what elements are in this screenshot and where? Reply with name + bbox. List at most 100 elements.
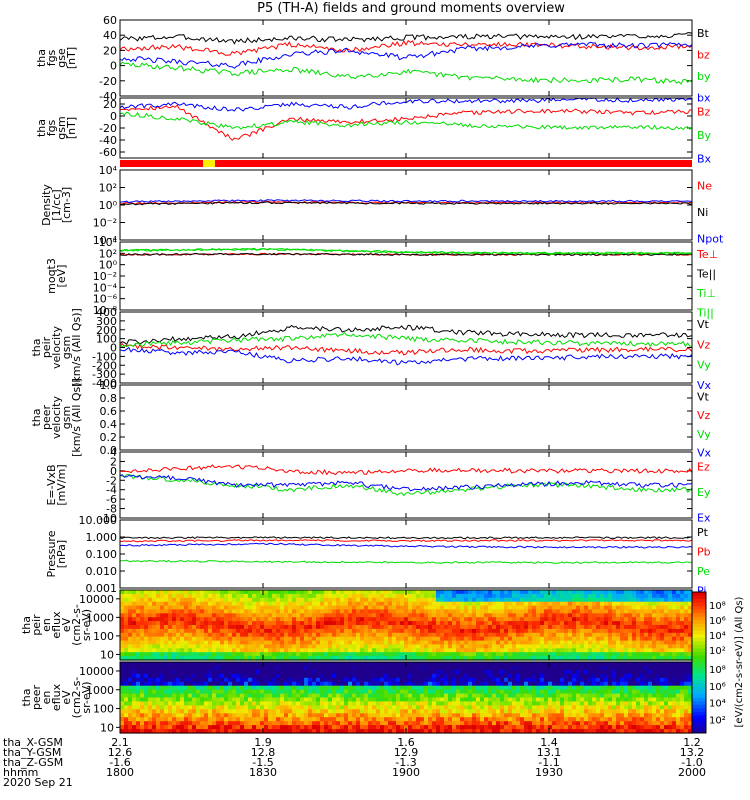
spectrogram-cell — [212, 590, 217, 595]
spectrogram-cell — [456, 652, 461, 657]
spectrogram-cell — [516, 590, 521, 595]
spectrogram-cell — [156, 613, 161, 618]
spectrogram-cell — [168, 725, 173, 730]
spectrogram-cell — [120, 628, 125, 634]
spectrogram-cell — [444, 601, 449, 607]
spectrogram-cell — [260, 665, 265, 671]
spectrogram-cell — [176, 644, 181, 649]
spectrogram-cell — [132, 605, 137, 611]
spectrogram-cell — [240, 656, 245, 661]
spectrogram-cell — [356, 597, 361, 603]
spectrogram-cell — [436, 705, 441, 710]
spectrogram-cell — [616, 605, 621, 611]
spectrogram-cell — [420, 628, 425, 634]
spectrogram-cell — [292, 705, 297, 710]
spectrogram-cell — [424, 652, 429, 657]
spectrogram-cell — [260, 613, 265, 618]
spectrogram-cell — [388, 685, 393, 691]
series-line-ey — [120, 473, 693, 497]
spectrogram-cell — [148, 609, 153, 614]
spectrogram-cell — [144, 669, 149, 675]
spectrogram-cell — [508, 593, 513, 599]
spectrogram-cell — [492, 673, 497, 679]
spectrogram-cell — [184, 662, 189, 667]
spectrogram-cell — [584, 636, 589, 642]
spectrogram-cell — [484, 685, 489, 691]
spectrogram-cell — [248, 669, 253, 675]
spectrogram-cell — [216, 681, 221, 687]
spectrogram-cell — [196, 673, 201, 679]
spectrogram-cell — [324, 721, 329, 726]
spectrogram-cell — [528, 713, 533, 718]
spectrogram-cell — [444, 628, 449, 634]
spectrogram-cell — [688, 632, 693, 638]
spectrogram-cell — [160, 689, 165, 695]
spectrogram-cell — [164, 644, 169, 649]
spectrogram-cell — [200, 590, 205, 595]
spectrogram-cell — [336, 644, 341, 649]
spectrogram-cell — [544, 628, 549, 634]
spectrogram-cell — [480, 665, 485, 671]
spectrogram-cell — [136, 625, 141, 630]
spectrogram-cell — [552, 701, 557, 706]
spectrogram-cell — [548, 677, 553, 683]
spectrogram-cell — [520, 673, 525, 679]
spectrogram-cell — [148, 644, 153, 649]
spectrogram-cell — [320, 677, 325, 683]
spectrogram-cell — [276, 713, 281, 718]
spectrogram-cell — [148, 729, 153, 734]
spectrogram-cell — [228, 689, 233, 695]
spectrogram-cell — [448, 701, 453, 706]
spectrogram-cell — [540, 597, 545, 603]
spectrogram-cell — [556, 621, 561, 626]
spectrogram-cell — [532, 640, 537, 646]
spectrogram-cell — [256, 632, 261, 638]
spectrogram-cell — [520, 593, 525, 599]
spectrogram-cell — [572, 628, 577, 634]
spectrogram-cell — [272, 609, 277, 614]
spectrogram-cell — [228, 648, 233, 653]
spectrogram-cell — [260, 597, 265, 603]
spectrogram-cell — [248, 685, 253, 691]
spectrogram-cell — [156, 605, 161, 611]
spectrogram-cell — [492, 705, 497, 710]
spectrogram-cell — [284, 721, 289, 726]
spectrogram-cell — [124, 613, 129, 618]
spectrogram-cell — [160, 701, 165, 706]
spectrogram-cell — [568, 673, 573, 679]
spectrogram-cell — [612, 652, 617, 657]
spectrogram-cell — [504, 725, 509, 730]
spectrogram-cell — [128, 693, 133, 699]
spectrogram-cell — [188, 613, 193, 618]
spectrogram-cell — [276, 721, 281, 726]
spectrogram-cell — [368, 689, 373, 695]
spectrogram-cell — [152, 652, 157, 657]
spectrogram-cell — [584, 705, 589, 710]
spectrogram-cell — [420, 605, 425, 611]
spectrogram-cell — [264, 617, 269, 622]
spectrogram-cell — [168, 669, 173, 675]
spectrogram-cell — [540, 713, 545, 718]
spectrogram-cell — [176, 640, 181, 646]
spectrogram-cell — [524, 636, 529, 642]
spectrogram-cell — [300, 729, 305, 734]
spectrogram-cell — [236, 713, 241, 718]
spectrogram-cell — [668, 644, 673, 649]
spectrogram-cell — [448, 705, 453, 710]
spectrogram-cell — [144, 685, 149, 691]
spectrogram-cell — [600, 617, 605, 622]
spectrogram-cell — [556, 701, 561, 706]
spectrogram-cell — [544, 593, 549, 599]
spectrogram-cell — [556, 697, 561, 702]
spectrogram-cell — [528, 717, 533, 722]
spectrogram-cell — [416, 721, 421, 726]
spectrogram-cell — [268, 625, 273, 630]
spectrogram-cell — [344, 656, 349, 661]
spectrogram-cell — [292, 725, 297, 730]
spectrogram-cell — [580, 705, 585, 710]
spectrogram-cell — [464, 717, 469, 722]
spectrogram-cell — [648, 656, 653, 661]
spectrogram-cell — [212, 681, 217, 687]
spectrogram-cell — [532, 685, 537, 691]
spectrogram-cell — [360, 713, 365, 718]
